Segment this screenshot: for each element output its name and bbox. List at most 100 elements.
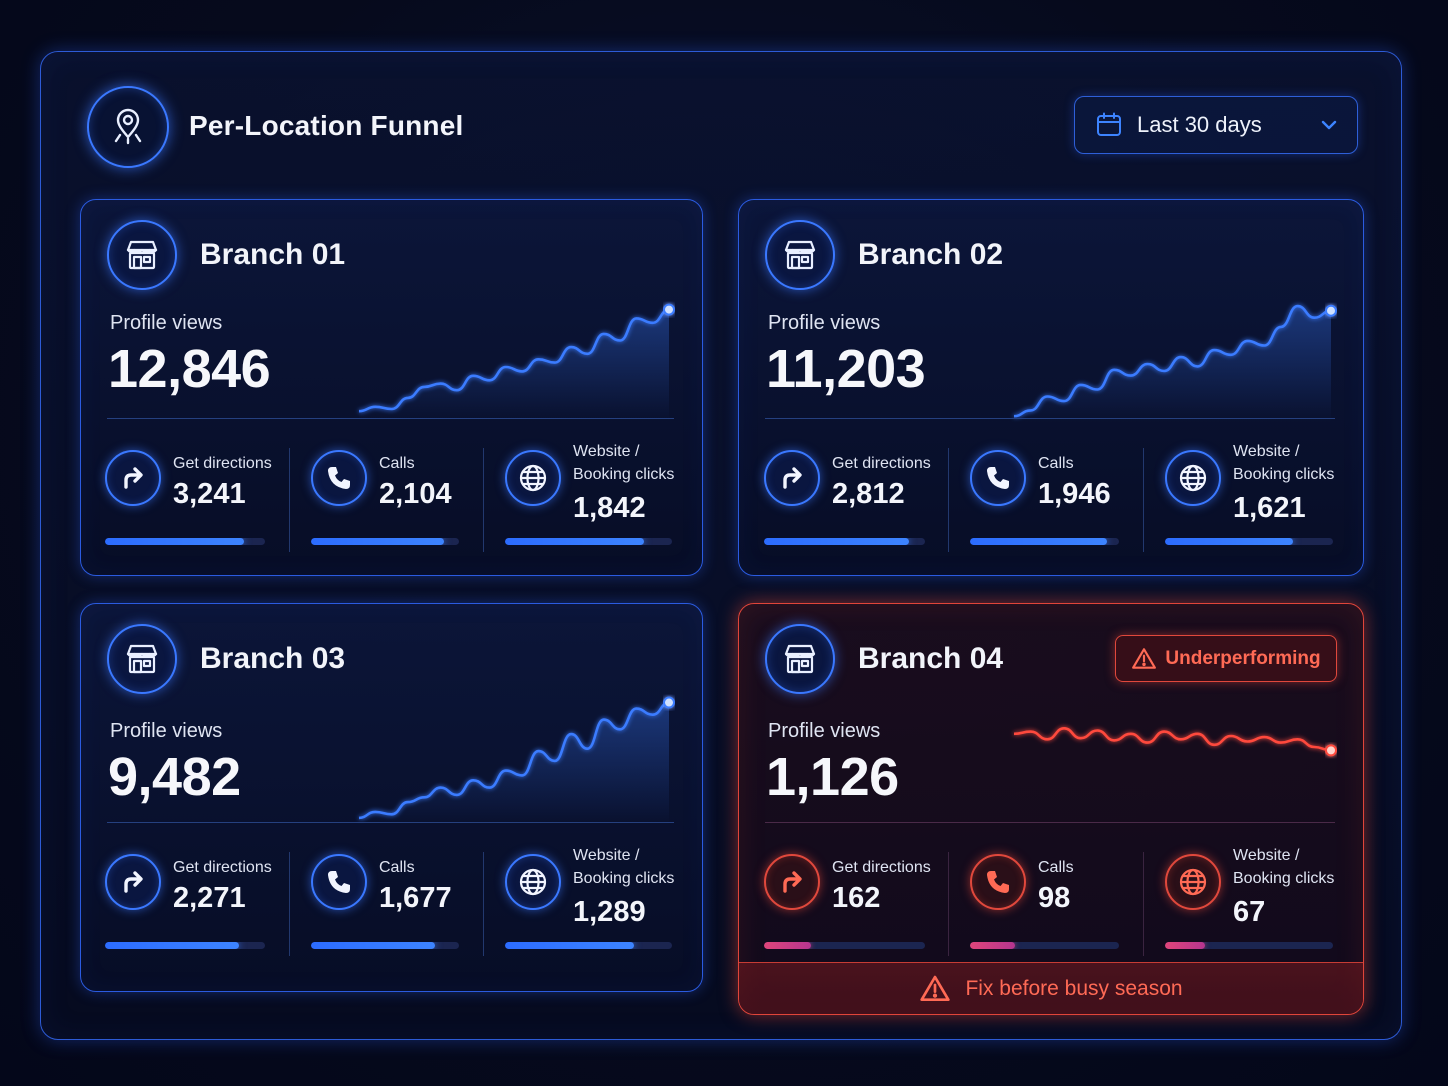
profile-views-label: Profile views: [110, 312, 223, 334]
metric-progress-fill: [311, 942, 436, 949]
metric-progress-bar: [970, 942, 1119, 949]
branch-card[interactable]: Branch 03 Profile views 9,482 Get directio…: [80, 603, 703, 992]
metric-progress-bar: [505, 538, 672, 545]
metric-progress-bar: [764, 538, 925, 545]
metric-value: 2,812: [832, 478, 905, 510]
branch-card[interactable]: Branch 02 Profile views 11,203 Get directi…: [738, 199, 1364, 576]
profile-views-label: Profile views: [768, 312, 881, 334]
metric-value: 1,289: [573, 896, 646, 928]
fix-warning-text: Fix before busy season: [965, 976, 1183, 1000]
profile-views-trend-line: [1013, 726, 1337, 757]
metric-label-line: Booking clicks: [1233, 870, 1335, 887]
card-divider: [107, 822, 674, 823]
metric-label-line: Calls: [1038, 859, 1074, 876]
phone-icon: [311, 450, 367, 506]
metric-separator: [948, 852, 949, 956]
globe-icon: [1165, 854, 1221, 910]
card-divider: [765, 418, 1335, 419]
globe-icon: [505, 450, 561, 506]
profile-views-label: Profile views: [768, 720, 881, 742]
metric-progress-fill: [505, 538, 644, 545]
metric-label-line: Calls: [379, 859, 415, 876]
metric-value: 1,946: [1038, 478, 1111, 510]
warning-icon: [919, 973, 951, 1005]
metric-separator: [1143, 448, 1144, 552]
metric-label-line: Booking clicks: [1233, 466, 1335, 483]
metric-phone: Calls 1,677: [311, 844, 459, 954]
branch-card[interactable]: Branch 01 Profile views 12,846 Get directi…: [80, 199, 703, 576]
branch-name: Branch 03: [200, 642, 346, 675]
metric-phone: Calls 1,946: [970, 440, 1119, 550]
branch-card[interactable]: Branch 04 Underperforming Profile views 1,1…: [738, 603, 1364, 1015]
metric-label: Calls: [379, 452, 415, 475]
phone-icon: [970, 854, 1026, 910]
arrow-turn-right-icon: [764, 854, 820, 910]
metric-value: 2,271: [173, 882, 246, 914]
metric-value: 1,621: [1233, 492, 1306, 524]
metric-phone: Calls 98: [970, 844, 1119, 954]
arrow-turn-right-icon: [764, 450, 820, 506]
metric-value: 1,677: [379, 882, 452, 914]
metric-value: 162: [832, 882, 881, 914]
metric-progress-bar: [505, 942, 672, 949]
branch-name: Branch 02: [858, 238, 1004, 271]
metric-value: 67: [1233, 896, 1266, 928]
arrow-turn-right-icon: [105, 450, 161, 506]
fix-warning-banner: Fix before busy season: [739, 962, 1363, 1014]
metric-progress-bar: [311, 538, 459, 545]
metric-label-line: Get directions: [832, 455, 931, 472]
metric-globe: Website / Booking clicks 1,842: [505, 440, 674, 550]
phone-icon: [970, 450, 1026, 506]
metric-label: Get directions: [173, 452, 272, 475]
metric-label-line: Calls: [379, 455, 415, 472]
metric-progress-bar: [1165, 538, 1333, 545]
metric-separator: [289, 448, 290, 552]
metric-label: Calls: [1038, 452, 1074, 475]
metric-progress-bar: [1165, 942, 1333, 949]
location-pin-icon: [87, 86, 169, 168]
metric-progress-bar: [105, 942, 265, 949]
metric-globe: Website / Booking clicks 67: [1165, 844, 1334, 954]
metric-separator: [1143, 852, 1144, 956]
profile-views-trend-line: [358, 696, 675, 824]
metric-progress-fill: [1165, 538, 1293, 545]
metric-label-line: Website /: [573, 847, 640, 864]
metric-progress-bar: [970, 538, 1119, 545]
metric-label-line: Website /: [1233, 443, 1300, 460]
metric-phone: Calls 2,104: [311, 440, 459, 550]
metric-value: 1,842: [573, 492, 646, 524]
profile-views-trend-line: [1013, 304, 1337, 422]
metric-label: Get directions: [832, 856, 931, 879]
metric-label: Website / Booking clicks: [573, 440, 674, 486]
metric-label: Website / Booking clicks: [1233, 844, 1334, 890]
metric-label-line: Website /: [1233, 847, 1300, 864]
metric-label-line: Booking clicks: [573, 870, 675, 887]
calendar-icon: [1097, 112, 1121, 136]
metric-label-line: Booking clicks: [573, 466, 675, 483]
card-divider: [765, 822, 1335, 823]
metric-label: Calls: [379, 856, 415, 879]
metric-label-line: Get directions: [173, 859, 272, 876]
date-range-value: Last 30 days: [1137, 112, 1262, 137]
metric-globe: Website / Booking clicks 1,621: [1165, 440, 1334, 550]
metric-label-line: Calls: [1038, 455, 1074, 472]
metric-value: 3,241: [173, 478, 246, 510]
metric-progress-bar: [311, 942, 459, 949]
profile-views-value: 12,846: [108, 339, 271, 399]
store-icon: [765, 624, 835, 694]
metric-label-line: Website /: [573, 443, 640, 460]
chevron-down-icon: [1321, 120, 1337, 130]
branch-name: Branch 01: [200, 238, 346, 271]
profile-views-value: 11,203: [766, 339, 926, 399]
metric-label: Website / Booking clicks: [1233, 440, 1334, 486]
profile-views-value: 1,126: [766, 747, 899, 807]
date-range-select[interactable]: Last 30 days: [1074, 96, 1358, 154]
metric-progress-fill: [764, 942, 811, 949]
metric-arrow-turn-right: Get directions 162: [764, 844, 931, 954]
metric-progress-fill: [764, 538, 909, 545]
metric-separator: [483, 852, 484, 956]
metric-label: Website / Booking clicks: [573, 844, 674, 890]
warning-icon: [1131, 646, 1157, 672]
metric-separator: [483, 448, 484, 552]
metric-arrow-turn-right: Get directions 3,241: [105, 440, 272, 550]
